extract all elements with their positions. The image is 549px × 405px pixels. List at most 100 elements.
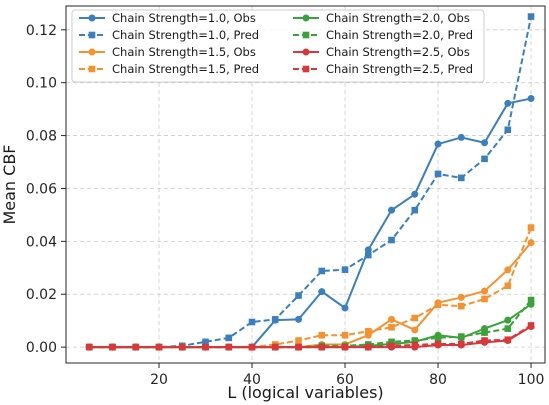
y-axis-label: Mean CBF bbox=[0, 144, 19, 224]
data-point bbox=[457, 340, 465, 348]
legend-label: Chain Strength=1.0, Obs bbox=[112, 11, 256, 25]
data-point bbox=[527, 224, 535, 231]
data-point bbox=[364, 251, 372, 259]
data-point bbox=[481, 337, 488, 344]
data-point bbox=[388, 236, 395, 244]
data-point bbox=[364, 246, 372, 254]
data-point bbox=[318, 267, 326, 275]
x-tick-label: 40 bbox=[243, 372, 261, 388]
legend-marker bbox=[302, 31, 310, 39]
data-point bbox=[295, 315, 303, 323]
legend-marker bbox=[302, 48, 310, 56]
legend-label: Chain Strength=1.5, Pred bbox=[112, 62, 259, 76]
data-point bbox=[504, 336, 512, 344]
data-point bbox=[527, 239, 535, 247]
data-point bbox=[388, 206, 396, 214]
legend-label: Chain Strength=2.0, Pred bbox=[326, 28, 473, 42]
data-point bbox=[248, 343, 256, 351]
data-point bbox=[504, 316, 512, 324]
legend-marker bbox=[88, 48, 96, 56]
data-point bbox=[295, 337, 302, 344]
data-point bbox=[225, 343, 233, 351]
y-tick-label: 0.02 bbox=[26, 287, 57, 303]
legend-item: Chain Strength=2.5, Pred bbox=[293, 62, 473, 76]
data-point bbox=[457, 302, 465, 310]
data-point bbox=[155, 343, 163, 351]
data-point bbox=[318, 343, 326, 351]
data-point bbox=[178, 343, 186, 351]
x-axis-label: L (logical variables) bbox=[227, 383, 383, 402]
data-point bbox=[457, 174, 465, 182]
x-tick-label: 80 bbox=[429, 372, 447, 388]
data-point bbox=[341, 343, 349, 351]
series-line bbox=[89, 324, 532, 349]
legend-label: Chain Strength=1.5, Obs bbox=[112, 45, 256, 59]
x-tick-label: 60 bbox=[336, 372, 354, 388]
data-point bbox=[504, 282, 512, 290]
data-point bbox=[457, 293, 465, 301]
data-point bbox=[457, 133, 465, 141]
data-point bbox=[481, 329, 488, 336]
data-point bbox=[225, 334, 233, 342]
data-point bbox=[388, 338, 395, 346]
legend-marker bbox=[302, 65, 310, 73]
data-point bbox=[364, 343, 372, 351]
y-tick-label: 0.06 bbox=[26, 181, 57, 197]
legend-label: Chain Strength=2.5, Obs bbox=[326, 45, 470, 59]
data-point bbox=[434, 140, 442, 148]
axis-ticks: 20 40 60 80 100 0.00 0.02 0.04 0.06 0.08 0.10 0.12 bbox=[26, 23, 545, 388]
data-point bbox=[411, 314, 419, 322]
data-point bbox=[504, 99, 512, 107]
legend-label: Chain Strength=1.0, Pred bbox=[112, 28, 259, 42]
data-point bbox=[388, 342, 395, 350]
legend-item: Chain Strength=2.5, Obs bbox=[293, 45, 470, 59]
data-point bbox=[318, 331, 326, 339]
data-point bbox=[411, 326, 419, 334]
series-layer bbox=[85, 13, 535, 351]
data-point bbox=[457, 333, 465, 340]
data-point bbox=[411, 190, 419, 198]
data-point bbox=[527, 13, 535, 20]
data-point bbox=[364, 327, 372, 335]
data-point bbox=[202, 343, 209, 351]
data-point bbox=[411, 341, 419, 349]
legend-item: Chain Strength=1.5, Pred bbox=[79, 62, 259, 76]
data-point bbox=[434, 301, 442, 309]
legend-label: Chain Strength=2.5, Pred bbox=[326, 62, 473, 76]
x-tick-label: 100 bbox=[518, 372, 545, 388]
data-point bbox=[411, 206, 419, 214]
legend-item: Chain Strength=2.0, Obs bbox=[293, 11, 470, 25]
data-point bbox=[248, 318, 256, 326]
legend-marker bbox=[88, 31, 96, 39]
data-point bbox=[504, 126, 512, 134]
y-tick-label: 0.08 bbox=[26, 129, 57, 145]
data-point bbox=[504, 266, 512, 274]
data-point bbox=[271, 316, 279, 323]
y-tick-label: 0.04 bbox=[26, 234, 57, 250]
data-point bbox=[388, 324, 395, 331]
data-point bbox=[341, 304, 349, 312]
data-point bbox=[85, 343, 93, 351]
legend-marker bbox=[302, 14, 310, 22]
data-point bbox=[527, 296, 535, 304]
x-tick-label: 20 bbox=[150, 372, 168, 388]
legend-item: Chain Strength=2.0, Pred bbox=[293, 28, 473, 42]
legend-label: Chain Strength=2.0, Obs bbox=[326, 11, 470, 25]
data-point bbox=[434, 340, 442, 348]
data-point bbox=[202, 338, 209, 346]
data-point bbox=[341, 266, 349, 273]
y-tick-label: 0.10 bbox=[26, 76, 57, 92]
series-7 bbox=[85, 322, 535, 351]
y-tick-label: 0.12 bbox=[26, 23, 57, 39]
legend-marker bbox=[88, 14, 96, 22]
data-point bbox=[411, 337, 419, 344]
data-point bbox=[295, 343, 302, 351]
data-point bbox=[271, 343, 279, 351]
data-point bbox=[504, 325, 512, 332]
legend-box bbox=[71, 9, 485, 83]
legend-marker bbox=[88, 65, 96, 73]
plot-frame bbox=[65, 5, 546, 364]
data-point bbox=[132, 343, 140, 351]
data-point bbox=[481, 287, 489, 295]
